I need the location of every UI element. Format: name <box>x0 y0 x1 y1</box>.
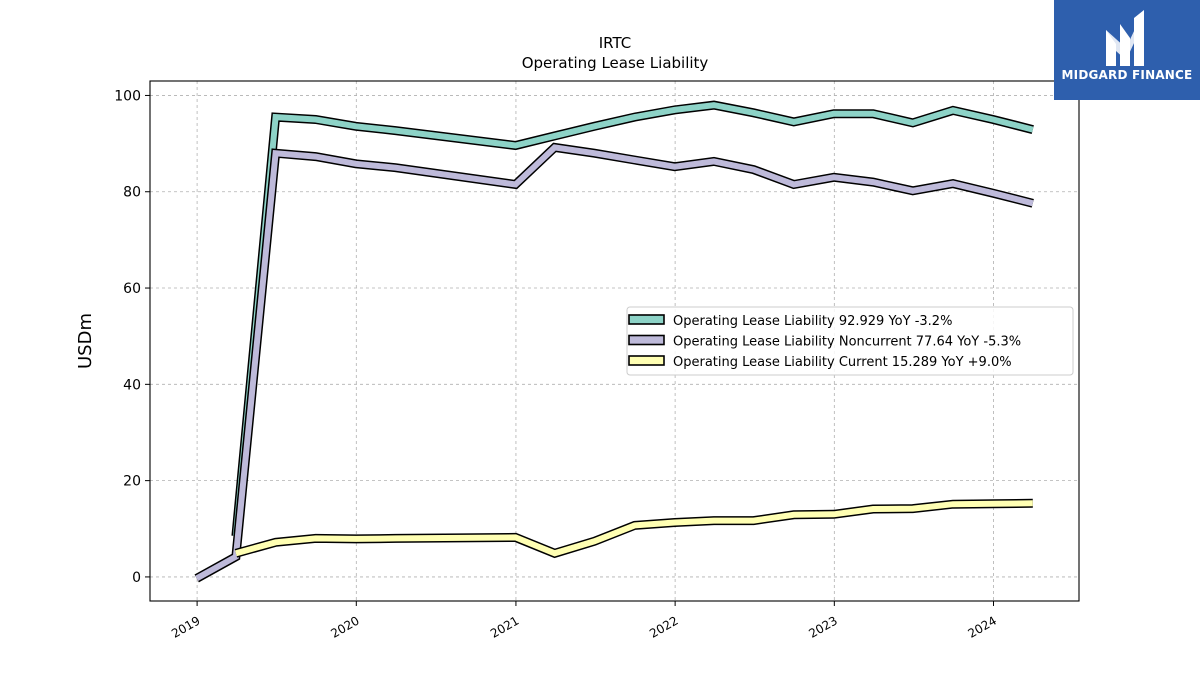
y-tick-label: 60 <box>123 281 141 297</box>
series-line <box>231 100 1034 537</box>
legend: Operating Lease Liability 92.929 YoY -3.… <box>626 306 1074 376</box>
y-tick-label: 80 <box>123 185 141 201</box>
x-tick-label: 2019 <box>169 613 202 640</box>
legend-box <box>626 306 1074 376</box>
legend-entry-label: Operating Lease Liability Noncurrent 77.… <box>673 335 1021 350</box>
plot-area-frame <box>149 80 1080 602</box>
series-line <box>234 498 1033 559</box>
chart-subtitle: Operating Lease Liability <box>522 54 709 72</box>
y-tick-label: 40 <box>123 377 141 393</box>
series-stroke <box>232 102 1034 537</box>
legend-swatch <box>628 355 665 366</box>
legend-swatch <box>628 314 665 325</box>
y-axis-label: USDm <box>75 313 96 369</box>
logo-mark-icon <box>1106 10 1144 66</box>
legend-entry-label: Operating Lease Liability 92.929 YoY -3.… <box>673 314 952 329</box>
series-stroke <box>195 144 1034 582</box>
x-tick-label: 2024 <box>966 613 999 640</box>
y-tick-label: 100 <box>114 88 141 104</box>
series-layer <box>194 100 1034 583</box>
x-tick-label: 2022 <box>647 613 680 640</box>
y-tick-label: 0 <box>132 570 141 586</box>
x-tick-label: 2021 <box>488 613 521 640</box>
series-stroke <box>235 500 1033 557</box>
x-tick-label: 2020 <box>328 613 361 640</box>
legend-entry-label: Operating Lease Liability Current 15.289… <box>673 355 1012 370</box>
x-tick-label: 2023 <box>806 613 839 640</box>
brand-logo: MIDGARD FINANCE <box>1054 0 1200 100</box>
y-tick-label: 20 <box>123 474 141 490</box>
logo-text: MIDGARD FINANCE <box>1061 68 1193 82</box>
series-line <box>194 142 1034 583</box>
legend-swatch <box>628 334 665 346</box>
chart-title: IRTC <box>599 34 632 52</box>
